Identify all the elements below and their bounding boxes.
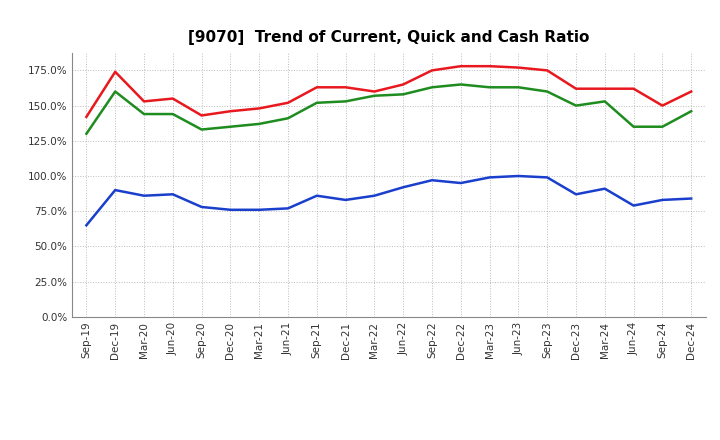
Current Ratio [111, 69, 120, 74]
Current Ratio [658, 103, 667, 108]
Cash Ratio [140, 193, 148, 198]
Current Ratio [284, 100, 292, 106]
Current Ratio [572, 86, 580, 92]
Current Ratio [485, 63, 494, 69]
Current Ratio [399, 82, 408, 87]
Current Ratio [168, 96, 177, 101]
Current Ratio [197, 113, 206, 118]
Cash Ratio [82, 223, 91, 228]
Current Ratio [370, 89, 379, 94]
Quick Ratio [658, 124, 667, 129]
Current Ratio [514, 65, 523, 70]
Cash Ratio [629, 203, 638, 208]
Cash Ratio [687, 196, 696, 201]
Cash Ratio [284, 206, 292, 211]
Cash Ratio [226, 207, 235, 213]
Quick Ratio [687, 109, 696, 114]
Quick Ratio [485, 84, 494, 90]
Quick Ratio [226, 124, 235, 129]
Current Ratio [687, 89, 696, 94]
Current Ratio [428, 68, 436, 73]
Quick Ratio [428, 84, 436, 90]
Cash Ratio [456, 180, 465, 186]
Cash Ratio [572, 192, 580, 197]
Quick Ratio [600, 99, 609, 104]
Quick Ratio [514, 84, 523, 90]
Quick Ratio [111, 89, 120, 94]
Cash Ratio [111, 187, 120, 193]
Cash Ratio [600, 186, 609, 191]
Line: Cash Ratio: Cash Ratio [86, 176, 691, 225]
Quick Ratio [370, 93, 379, 99]
Cash Ratio [168, 192, 177, 197]
Cash Ratio [197, 204, 206, 209]
Cash Ratio [485, 175, 494, 180]
Current Ratio [341, 84, 350, 90]
Quick Ratio [312, 100, 321, 106]
Cash Ratio [514, 173, 523, 179]
Cash Ratio [341, 197, 350, 202]
Title: [9070]  Trend of Current, Quick and Cash Ratio: [9070] Trend of Current, Quick and Cash … [188, 29, 590, 45]
Cash Ratio [428, 178, 436, 183]
Quick Ratio [543, 89, 552, 94]
Quick Ratio [629, 124, 638, 129]
Cash Ratio [399, 185, 408, 190]
Cash Ratio [370, 193, 379, 198]
Quick Ratio [341, 99, 350, 104]
Quick Ratio [168, 111, 177, 117]
Quick Ratio [140, 111, 148, 117]
Current Ratio [255, 106, 264, 111]
Current Ratio [82, 114, 91, 120]
Cash Ratio [312, 193, 321, 198]
Line: Quick Ratio: Quick Ratio [86, 84, 691, 134]
Quick Ratio [197, 127, 206, 132]
Quick Ratio [284, 116, 292, 121]
Line: Current Ratio: Current Ratio [86, 66, 691, 117]
Current Ratio [312, 84, 321, 90]
Quick Ratio [572, 103, 580, 108]
Current Ratio [600, 86, 609, 92]
Current Ratio [226, 109, 235, 114]
Current Ratio [629, 86, 638, 92]
Cash Ratio [658, 197, 667, 202]
Current Ratio [456, 63, 465, 69]
Quick Ratio [456, 82, 465, 87]
Current Ratio [543, 68, 552, 73]
Cash Ratio [543, 175, 552, 180]
Quick Ratio [255, 121, 264, 127]
Cash Ratio [255, 207, 264, 213]
Quick Ratio [82, 131, 91, 136]
Quick Ratio [399, 92, 408, 97]
Current Ratio [140, 99, 148, 104]
